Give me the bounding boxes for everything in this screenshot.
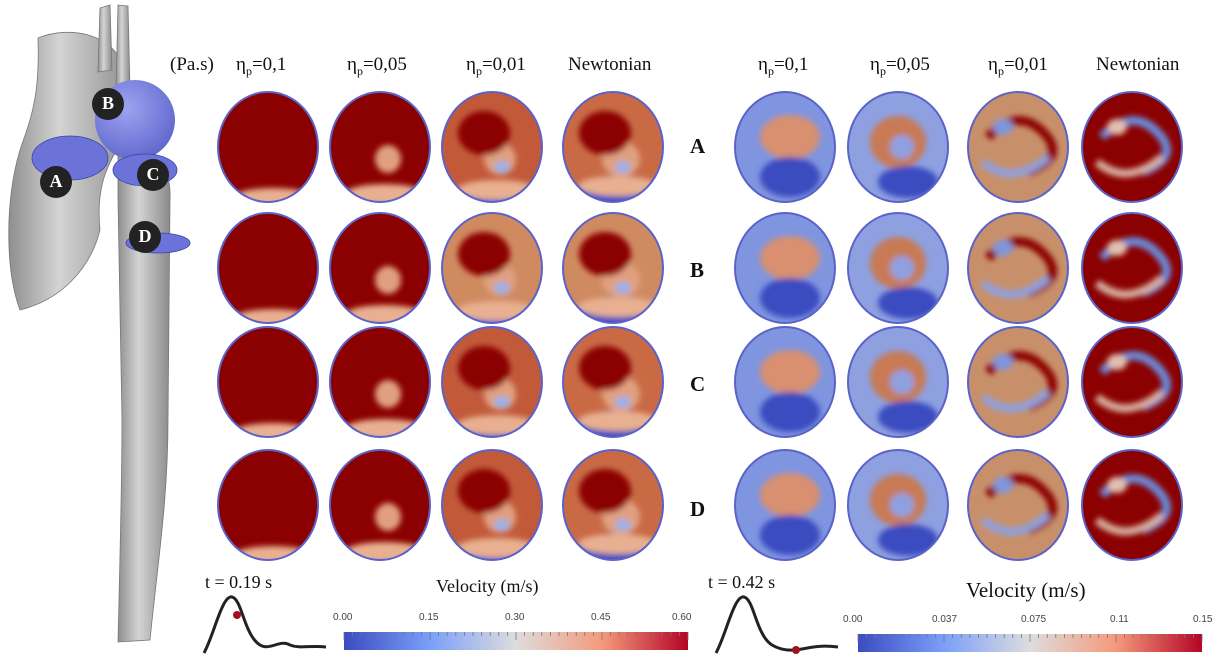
cross-section-left-3-b	[441, 212, 543, 324]
right-header-1: ηp=0,1	[758, 54, 809, 78]
row-label-c: C	[690, 372, 706, 396]
row-label-a: A	[690, 134, 706, 158]
cross-section-left-4-d	[562, 449, 664, 561]
left-header-3: ηp=0,01	[466, 54, 526, 78]
cross-section-left-4-c	[562, 326, 664, 438]
cross-section-right-2-a	[847, 91, 949, 203]
cross-section-right-4-c	[1081, 326, 1183, 438]
left-header-2: ηp=0,05	[347, 54, 407, 78]
cross-section-right-2-d	[847, 449, 949, 561]
right-colorbar-title: Velocity (m/s)	[966, 578, 1086, 602]
right-tick-2: 0.075	[1021, 614, 1047, 625]
cross-section-right-3-d	[967, 449, 1069, 561]
right-header-2: ηp=0,05	[870, 54, 930, 78]
row-label-b: B	[690, 258, 705, 282]
aorta-model	[8, 4, 191, 643]
cross-section-left-1-b	[217, 212, 319, 324]
cross-section-left-3-c	[441, 326, 543, 438]
cross-section-left-1-d	[217, 449, 319, 561]
cross-section-left-2-d	[329, 449, 431, 561]
right-time-label: t = 0.42 s	[708, 572, 776, 592]
cross-section-left-3-a	[441, 91, 543, 203]
right-tick-0: 0.00	[843, 614, 863, 625]
cross-section-right-3-c	[967, 326, 1069, 438]
cross-section-left-4-b	[562, 212, 664, 324]
cross-section-right-4-d	[1081, 449, 1183, 561]
cross-section-left-2-b	[329, 212, 431, 324]
cross-section-right-3-b	[967, 212, 1069, 324]
left-header-4: Newtonian	[568, 54, 652, 75]
right-header-4: Newtonian	[1096, 54, 1180, 75]
left-tick-1: 0.15	[419, 612, 439, 623]
right-header-3: ηp=0,01	[988, 54, 1048, 78]
cross-section-left-3-d	[441, 449, 543, 561]
cross-section-right-2-b	[847, 212, 949, 324]
right-time-marker	[792, 646, 800, 654]
right-colorbar	[857, 634, 1203, 652]
cross-section-right-1-a	[734, 91, 836, 203]
cross-section-right-4-a	[1081, 91, 1183, 203]
cross-section-right-2-c	[847, 326, 949, 438]
cross-section-right-4-b	[1081, 212, 1183, 324]
right-tick-4: 0.15	[1193, 614, 1213, 625]
right-tick-1: 0.037	[932, 614, 958, 625]
velocity-cross-sections	[217, 91, 1183, 561]
marker-a-label: A	[49, 171, 63, 191]
marker-c	[137, 159, 169, 191]
cross-section-left-2-a	[329, 91, 431, 203]
left-tick-4: 0.60	[672, 612, 692, 623]
left-colorbar-title: Velocity (m/s)	[436, 576, 539, 596]
marker-c-label: C	[146, 164, 160, 184]
left-tick-3: 0.45	[591, 612, 611, 623]
left-colorbar	[343, 632, 689, 650]
marker-d-label: D	[138, 226, 152, 246]
cross-section-left-2-c	[329, 326, 431, 438]
cross-section-right-1-d	[734, 449, 836, 561]
marker-b	[92, 88, 124, 120]
brachiocephalic-branch	[97, 4, 113, 73]
left-time-marker	[233, 611, 241, 619]
cross-section-right-3-a	[967, 91, 1069, 203]
cross-section-left-4-a	[562, 91, 664, 203]
right-flow-waveform	[714, 595, 839, 654]
left-time-label: t = 0.19 s	[205, 572, 273, 592]
left-header-1: ηp=0,1	[236, 54, 287, 78]
row-label-d: D	[690, 497, 706, 521]
left-tick-2: 0.30	[505, 612, 525, 623]
cross-section-right-1-c	[734, 326, 836, 438]
units-label: (Pa.s)	[170, 54, 214, 75]
cross-section-left-1-a	[217, 91, 319, 203]
marker-d	[129, 221, 161, 253]
cross-section-left-1-c	[217, 326, 319, 438]
left-tick-0: 0.00	[333, 612, 353, 623]
cross-section-right-1-b	[734, 212, 836, 324]
marker-b-label: B	[101, 93, 114, 113]
left-flow-waveform	[202, 595, 327, 654]
right-tick-3: 0.11	[1110, 614, 1129, 625]
marker-a	[40, 166, 72, 198]
